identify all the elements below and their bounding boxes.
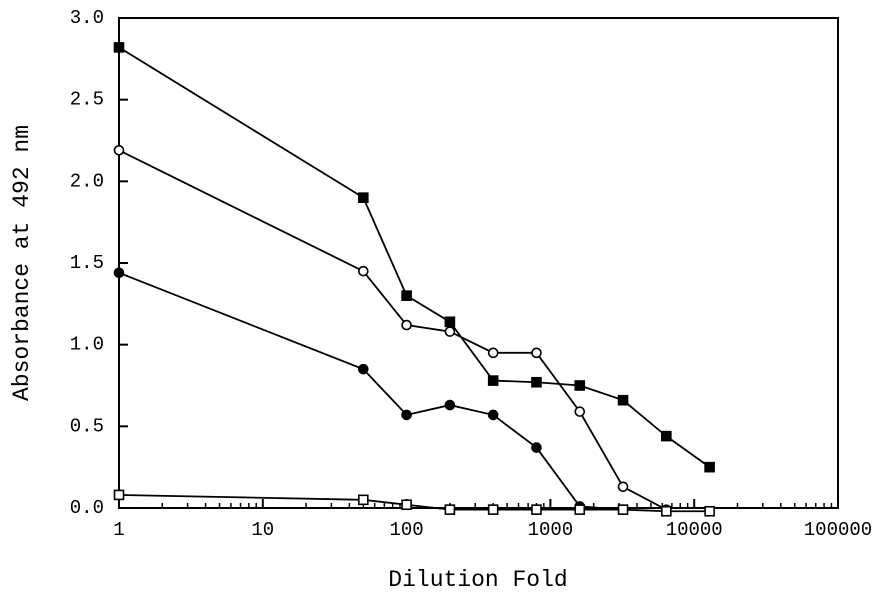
point — [358, 265, 369, 277]
point — [704, 505, 715, 517]
y-tick-label: 1.0 — [70, 334, 104, 356]
point — [113, 489, 125, 501]
point — [401, 290, 412, 301]
y-tick-label: 0.0 — [70, 497, 104, 519]
x-tick-label: 100 — [389, 519, 423, 541]
point — [531, 347, 542, 359]
point — [358, 192, 369, 203]
x-tick-label: 1000 — [528, 519, 574, 541]
point — [358, 494, 369, 506]
series-line — [118, 46, 711, 468]
point — [617, 504, 629, 515]
point — [617, 481, 629, 493]
point — [574, 380, 586, 391]
series-line — [118, 271, 624, 511]
point — [574, 504, 586, 515]
y-axis-label: Absorbance at 492 nm — [9, 125, 35, 401]
point — [444, 504, 456, 515]
point — [617, 394, 629, 406]
point — [358, 363, 369, 375]
point — [531, 504, 542, 515]
plot-frame — [118, 17, 839, 509]
point — [704, 461, 715, 473]
point — [487, 409, 499, 421]
series-line — [118, 149, 667, 511]
y-tick-label: 2.0 — [70, 170, 104, 192]
x-tick-label: 10000 — [666, 519, 723, 541]
point — [113, 267, 125, 279]
point — [531, 376, 542, 388]
y-tick-label: 2.5 — [70, 89, 104, 111]
x-axis-label: Dilution Fold — [388, 567, 567, 593]
point — [531, 442, 542, 453]
point — [113, 145, 125, 156]
point — [444, 399, 456, 411]
y-tick-label: 0.5 — [70, 415, 104, 437]
point — [401, 409, 412, 421]
x-tick-label: 100000 — [804, 519, 872, 541]
point — [661, 505, 672, 517]
point — [487, 504, 499, 515]
y-tick-label: 1.5 — [70, 252, 104, 274]
point — [401, 319, 412, 331]
x-tick-label: 1 — [113, 519, 124, 541]
point — [487, 375, 499, 386]
point — [574, 406, 586, 417]
point — [113, 42, 125, 53]
series-line — [118, 494, 710, 513]
point — [487, 347, 499, 359]
point — [444, 326, 456, 337]
point — [401, 499, 412, 511]
point — [661, 430, 672, 442]
point — [444, 316, 456, 328]
y-tick-label: 3.0 — [70, 7, 104, 29]
x-tick-label: 10 — [251, 519, 274, 541]
